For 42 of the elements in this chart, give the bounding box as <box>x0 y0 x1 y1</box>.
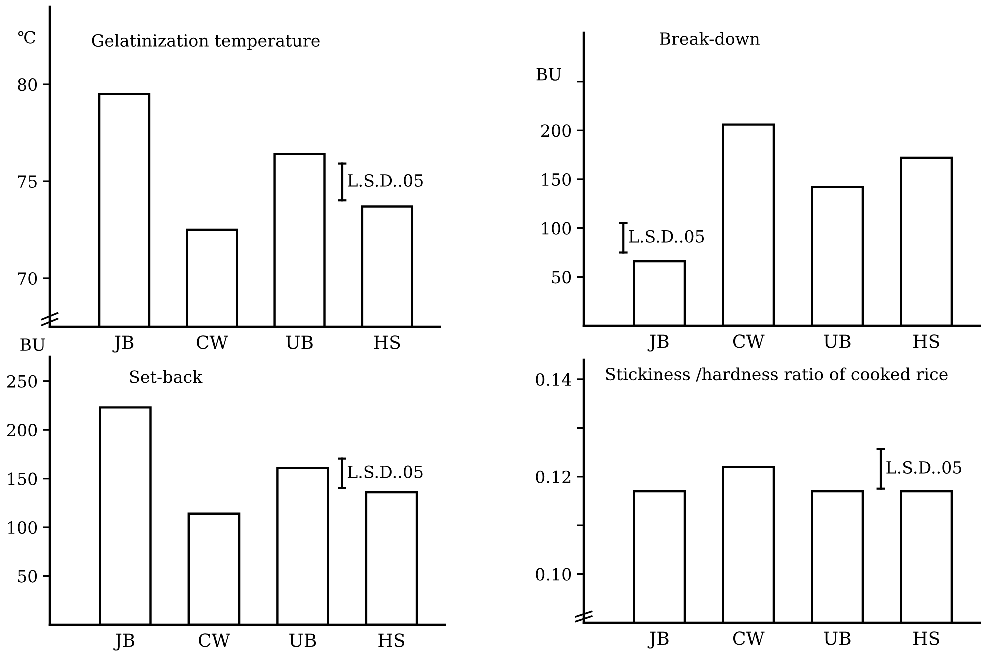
chart-title: Break-down <box>660 32 760 46</box>
annotation: L.S.D..05 <box>886 461 962 474</box>
y-tick-label: 200 <box>8 424 38 437</box>
x-tick-label: UB <box>824 334 851 348</box>
x-tick-label: HS <box>374 336 400 350</box>
y-tick-label: 75 <box>18 176 37 188</box>
y-tick-label: 250 <box>8 375 38 388</box>
x-tick-label: JB <box>112 336 134 353</box>
y-tick-label: 0.10 <box>536 568 572 581</box>
y-tick-label: 80 <box>18 78 38 92</box>
y-tick-label: 0.12 <box>536 470 571 484</box>
y-tick-label: 50 <box>18 570 38 583</box>
chart-title: Stickiness /hardness ratio of cooked rice <box>606 368 948 382</box>
x-tick-label: JB <box>648 632 669 649</box>
x-tick-label: UB <box>824 632 851 646</box>
x-tick-label: CW <box>733 334 765 348</box>
x-tick-label: JB <box>114 634 135 651</box>
x-tick-label: CW <box>733 632 765 646</box>
y-tick-label: 100 <box>8 522 38 534</box>
x-tick-label: HS <box>378 634 404 648</box>
x-tick-label: CW <box>196 336 228 350</box>
annotation: L.S.D..05 <box>629 230 704 243</box>
x-tick-label: UB <box>290 634 316 648</box>
y-axis-title: BU <box>536 68 562 81</box>
text: Set-back <box>130 370 203 384</box>
x-tick-label: CW <box>199 634 230 648</box>
x-tick-label: UB <box>286 336 313 350</box>
y-tick-label: 100 <box>542 222 572 235</box>
y-tick-label: 150 <box>8 472 38 486</box>
x-tick-label: HS <box>914 334 940 348</box>
y-tick-label: 0.14 <box>536 373 572 386</box>
text: Gelatinization temperature <box>92 34 320 50</box>
y-tick-label: 200 <box>542 124 572 138</box>
y-axis-title: BU <box>20 338 46 352</box>
y-axis-title: ℃ <box>18 31 36 44</box>
x-tick-label: JB <box>648 334 669 352</box>
annotation: L.S.D..05 <box>348 466 423 478</box>
y-tick-label: 150 <box>542 173 572 186</box>
y-tick-label: 70 <box>18 272 38 286</box>
y-tick-label: 50 <box>552 271 572 284</box>
annotation: L.S.D..05 <box>348 174 423 188</box>
x-tick-label: HS <box>914 632 940 646</box>
